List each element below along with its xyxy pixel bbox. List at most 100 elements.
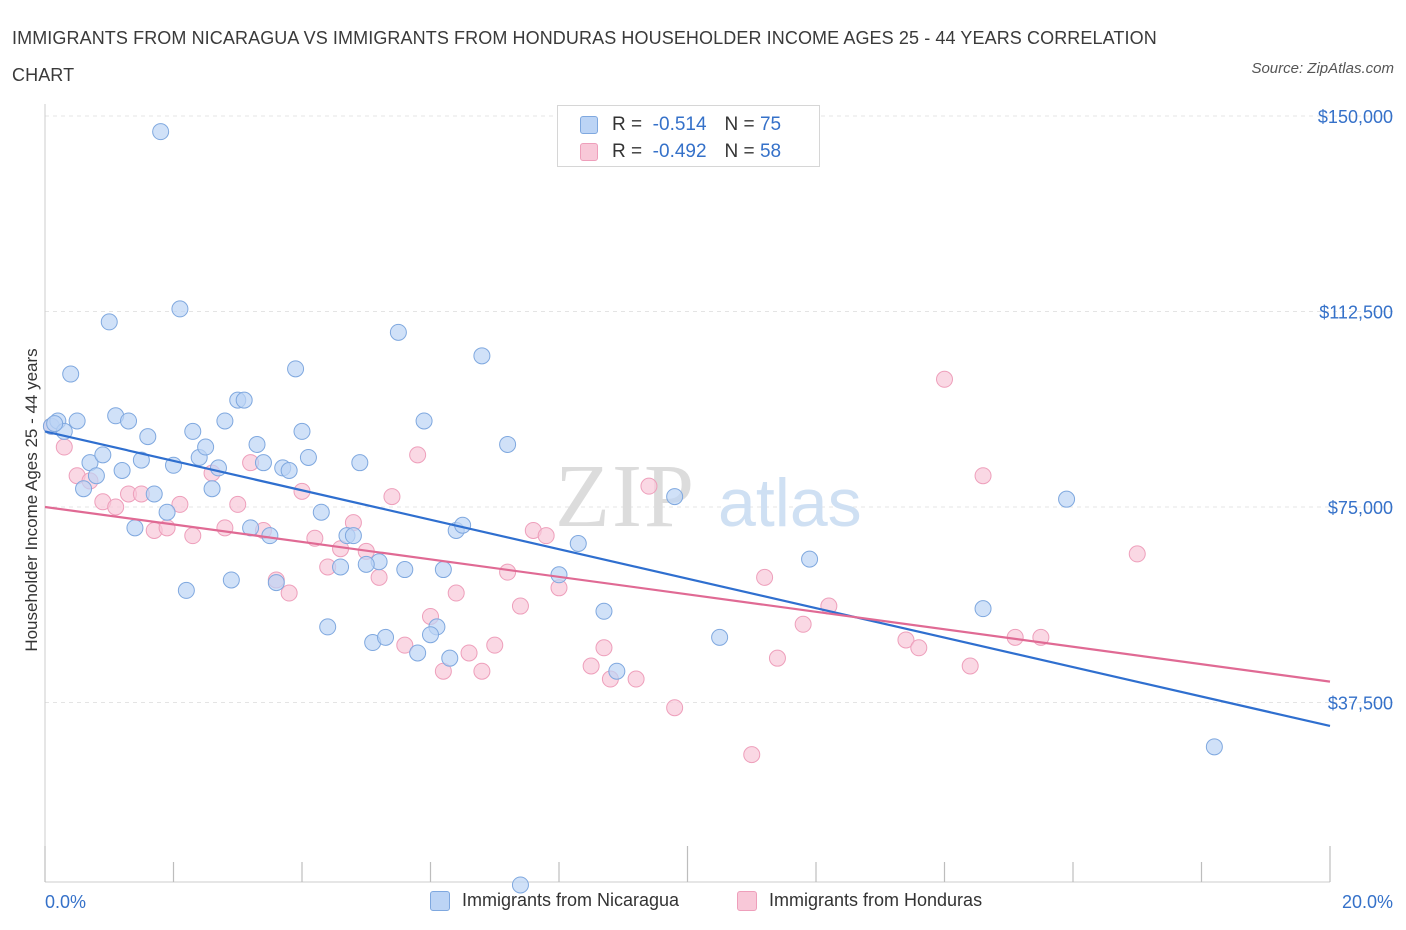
honduras-legend-label: Immigrants from Honduras [769, 890, 983, 910]
honduras-point [595, 639, 613, 657]
r-label: R = [612, 114, 643, 135]
n-label: N = [724, 141, 755, 162]
nicaragua-swatch [430, 890, 450, 911]
nicaragua-point [711, 628, 729, 646]
nicaragua-point [222, 571, 240, 589]
nicaragua-point [595, 602, 613, 620]
nicaragua-point [434, 561, 452, 579]
nicaragua-point [267, 574, 285, 592]
tick-labels: $37,500 $75,000 $112,500 $150,000 0.0% 20.0% [45, 107, 1393, 912]
honduras-point [582, 657, 600, 675]
nicaragua-point [120, 412, 138, 430]
honduras-point [794, 615, 812, 633]
nicaragua-point [87, 467, 105, 485]
honduras-swatch [580, 143, 598, 161]
honduras-point [537, 527, 555, 545]
nicaragua-point [377, 628, 395, 646]
honduras-n-value: 58 [759, 141, 782, 162]
honduras-point [447, 584, 465, 602]
honduras-point [511, 597, 529, 615]
honduras-point [961, 657, 979, 675]
nicaragua-point [409, 644, 427, 662]
nicaragua-point [974, 600, 992, 618]
nicaragua-point [666, 488, 684, 506]
nicaragua-legend-label: Immigrants from Nicaragua [462, 890, 680, 910]
y-axis-label: Householder Income Ages 25 - 44 years [22, 348, 41, 651]
nicaragua-point [801, 550, 819, 568]
nicaragua-point [1205, 738, 1223, 756]
honduras-point [910, 639, 928, 657]
nicaragua-point [299, 448, 317, 466]
nicaragua-point [62, 365, 80, 383]
honduras-swatch [737, 890, 757, 911]
nicaragua-point [158, 503, 176, 521]
honduras-point [499, 563, 517, 581]
nicaragua-point [216, 412, 234, 430]
nicaragua-point [152, 123, 170, 141]
nicaragua-point [94, 446, 112, 464]
axes [44, 104, 1331, 883]
nicaragua-swatch [580, 116, 598, 134]
source-label: Source: ZipAtlas.com [1251, 60, 1394, 77]
nicaragua-point [389, 323, 407, 341]
honduras-point [666, 699, 684, 717]
nicaragua-point [75, 480, 93, 498]
honduras-point [280, 584, 298, 602]
gridlines [45, 115, 1395, 703]
honduras-point [216, 519, 234, 537]
nicaragua-point [293, 422, 311, 440]
nicaragua-trendline [44, 430, 1331, 728]
honduras-point [936, 370, 953, 388]
legend-row-honduras: R = -0.492 N = 58 [580, 141, 781, 163]
honduras-trendline [44, 505, 1331, 683]
n-label: N = [724, 114, 755, 135]
y-tick-label: $75,000 [1328, 498, 1393, 518]
nicaragua-point [248, 435, 266, 453]
honduras-point [409, 446, 427, 464]
honduras-point [184, 527, 202, 545]
nicaragua-point [319, 618, 337, 636]
nicaragua-point [441, 649, 459, 667]
legend-row-nicaragua: R = -0.514 N = 75 [580, 114, 781, 136]
nicaragua-point [254, 454, 272, 472]
honduras-point [171, 495, 189, 513]
nicaragua-point [126, 519, 144, 537]
nicaragua-point [511, 876, 529, 894]
nicaragua-point [357, 555, 375, 573]
nicaragua-point [332, 558, 350, 576]
chart-title: IMMIGRANTS FROM NICARAGUA VS IMMIGRANTS … [12, 28, 1157, 85]
x-tick-label-max: 20.0% [1342, 892, 1393, 912]
nicaragua-point [569, 534, 587, 552]
nicaragua-point [100, 313, 118, 331]
nicaragua-point [139, 428, 157, 446]
nicaragua-point [1058, 490, 1076, 508]
honduras-point [756, 568, 774, 586]
nicaragua-point [344, 527, 362, 545]
nicaragua-point [197, 438, 215, 456]
correlation-legend: R = -0.514 N = 75 R = -0.492 N = 58 [557, 105, 820, 167]
nicaragua-point [422, 626, 439, 644]
nicaragua-point [261, 527, 279, 545]
nicaragua-point [499, 435, 517, 453]
honduras-point [107, 498, 125, 516]
honduras-point [768, 649, 786, 667]
nicaragua-point [415, 412, 433, 430]
honduras-point [1128, 545, 1146, 563]
r-label: R = [612, 141, 643, 162]
nicaragua-point [351, 454, 369, 472]
nicaragua-point [473, 347, 491, 365]
watermark-atlas: atlas [718, 465, 862, 541]
nicaragua-point [312, 503, 330, 521]
nicaragua-point [235, 391, 253, 409]
nicaragua-point [145, 485, 163, 503]
honduras-point [743, 746, 761, 764]
honduras-point [396, 636, 414, 654]
nicaragua-point [113, 462, 131, 480]
honduras-point [486, 636, 504, 654]
honduras-point [897, 631, 915, 649]
bottom-legend-honduras: Immigrants from Honduras [737, 890, 982, 911]
nicaragua-point [550, 566, 568, 584]
y-tick-label: $37,500 [1328, 694, 1393, 714]
honduras-r-value: -0.492 [652, 141, 707, 162]
